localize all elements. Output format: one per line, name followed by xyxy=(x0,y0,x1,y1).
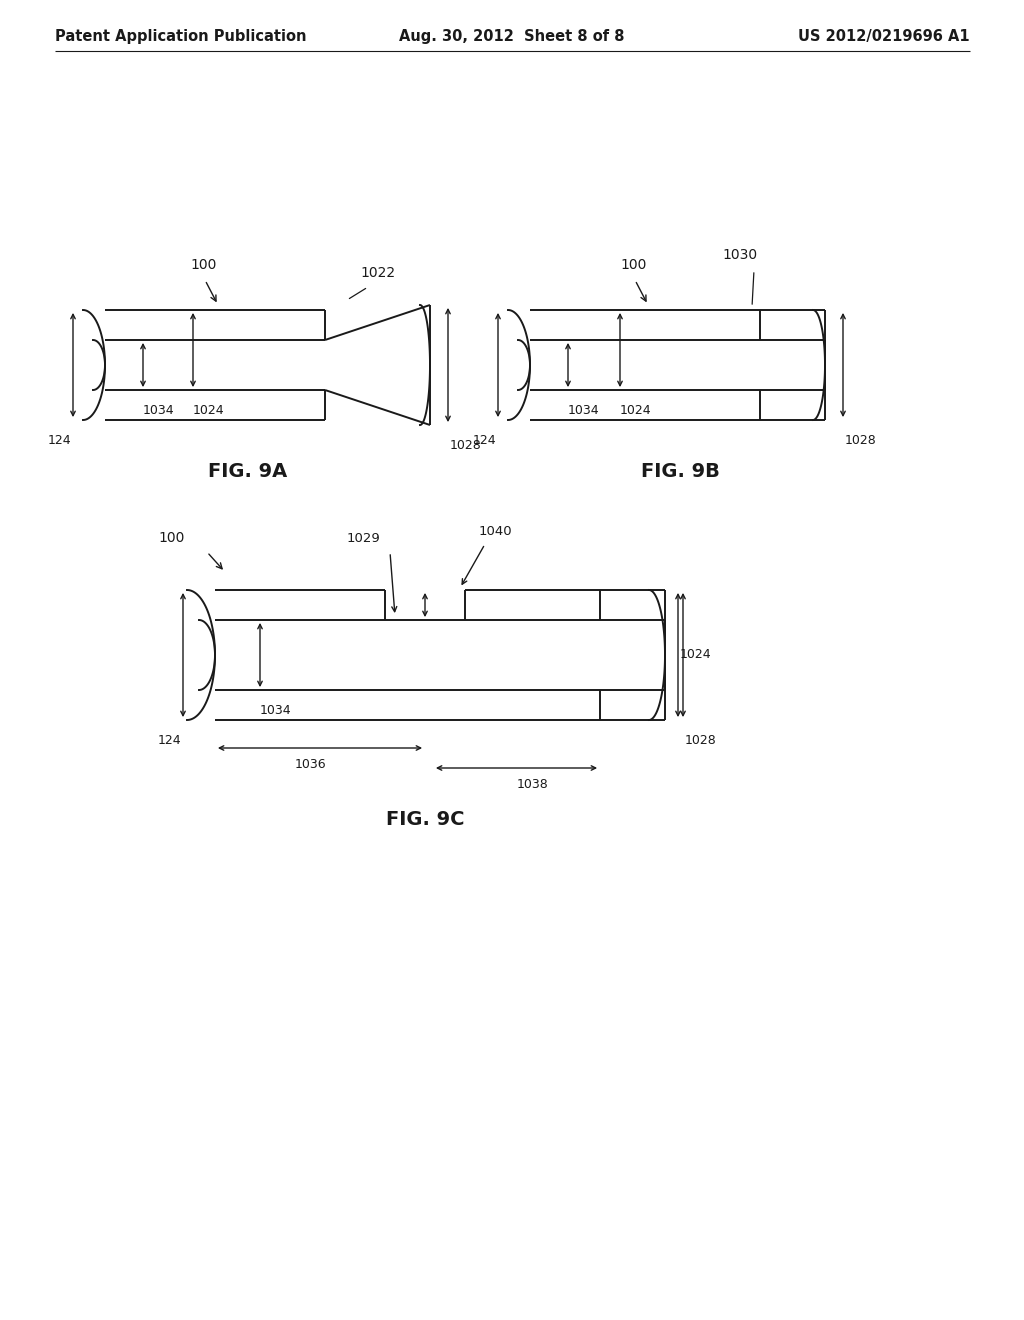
Text: FIG. 9C: FIG. 9C xyxy=(386,810,464,829)
Text: 1034: 1034 xyxy=(260,704,292,717)
Text: 1034: 1034 xyxy=(568,404,600,417)
Text: 1036: 1036 xyxy=(294,758,326,771)
Text: 1030: 1030 xyxy=(723,248,758,261)
Text: 1029: 1029 xyxy=(346,532,380,545)
Text: 1024: 1024 xyxy=(680,648,712,661)
Text: FIG. 9A: FIG. 9A xyxy=(208,462,288,480)
Text: 124: 124 xyxy=(47,434,71,447)
Text: 1028: 1028 xyxy=(450,440,481,451)
Text: 1038: 1038 xyxy=(517,777,549,791)
Text: 1024: 1024 xyxy=(193,404,224,417)
Text: Aug. 30, 2012  Sheet 8 of 8: Aug. 30, 2012 Sheet 8 of 8 xyxy=(399,29,625,45)
Text: 124: 124 xyxy=(472,434,496,447)
Text: 1028: 1028 xyxy=(685,734,717,747)
Text: 1040: 1040 xyxy=(478,525,512,539)
Text: 100: 100 xyxy=(190,257,216,272)
Text: 1034: 1034 xyxy=(143,404,175,417)
Text: 1022: 1022 xyxy=(360,267,395,280)
Text: 1028: 1028 xyxy=(845,434,877,447)
Text: Patent Application Publication: Patent Application Publication xyxy=(55,29,306,45)
Text: 124: 124 xyxy=(158,734,181,747)
Text: 100: 100 xyxy=(159,531,185,545)
Text: US 2012/0219696 A1: US 2012/0219696 A1 xyxy=(799,29,970,45)
Text: 1024: 1024 xyxy=(620,404,651,417)
Text: 100: 100 xyxy=(620,257,646,272)
Text: FIG. 9B: FIG. 9B xyxy=(641,462,720,480)
